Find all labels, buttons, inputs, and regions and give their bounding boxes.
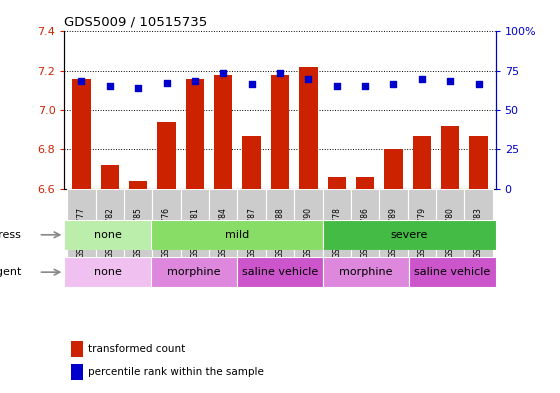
Bar [436, 189, 464, 277]
Text: GSM1217779: GSM1217779 [417, 208, 426, 258]
Bar [71, 341, 83, 357]
Bar [209, 189, 237, 277]
Bar [441, 126, 459, 189]
Point [105, 83, 114, 90]
Bar [469, 136, 488, 189]
Text: GSM1217782: GSM1217782 [105, 208, 114, 258]
Text: saline vehicle: saline vehicle [242, 267, 318, 277]
Text: GSM1217790: GSM1217790 [304, 208, 313, 258]
Point [474, 81, 483, 88]
Point [361, 83, 370, 90]
Text: GSM1217789: GSM1217789 [389, 208, 398, 258]
Text: stress: stress [0, 230, 21, 240]
Text: agent: agent [0, 267, 21, 277]
Point [304, 75, 313, 82]
Text: GSM1217787: GSM1217787 [247, 208, 256, 258]
Text: severe: severe [391, 230, 428, 240]
Bar [409, 257, 496, 287]
Bar [356, 177, 374, 189]
Bar [323, 220, 496, 250]
Bar [151, 220, 323, 250]
Bar [124, 189, 152, 277]
Text: morphine: morphine [167, 267, 221, 277]
Bar [64, 220, 151, 250]
Point [190, 77, 199, 84]
Text: none: none [94, 267, 122, 277]
Text: GSM1217786: GSM1217786 [361, 208, 370, 258]
Bar [214, 75, 232, 189]
Point [247, 81, 256, 88]
Text: GSM1217785: GSM1217785 [134, 208, 143, 258]
Bar [237, 257, 323, 287]
Bar [408, 189, 436, 277]
Bar [323, 257, 409, 287]
Text: GDS5009 / 10515735: GDS5009 / 10515735 [64, 16, 208, 29]
Text: GSM1217783: GSM1217783 [474, 208, 483, 258]
Text: GSM1217778: GSM1217778 [332, 208, 341, 258]
Bar [186, 79, 204, 189]
Bar [71, 364, 83, 380]
Bar [101, 165, 119, 189]
Bar [242, 136, 261, 189]
Bar [464, 189, 493, 277]
Point [219, 70, 228, 76]
Bar [157, 122, 176, 189]
Bar [64, 257, 151, 287]
Bar [237, 189, 266, 277]
Text: percentile rank within the sample: percentile rank within the sample [88, 367, 264, 377]
Text: GSM1217780: GSM1217780 [446, 208, 455, 258]
Point [332, 83, 341, 90]
Bar [96, 189, 124, 277]
Point [77, 77, 86, 84]
Bar [299, 67, 318, 189]
Text: transformed count: transformed count [88, 344, 185, 354]
Point [417, 75, 426, 82]
Bar [328, 177, 346, 189]
Bar [266, 189, 294, 277]
Bar [379, 189, 408, 277]
Text: GSM1217777: GSM1217777 [77, 208, 86, 258]
Text: GSM1217788: GSM1217788 [276, 208, 284, 258]
Text: none: none [94, 230, 122, 240]
Text: morphine: morphine [339, 267, 393, 277]
Bar [72, 79, 91, 189]
Text: GSM1217776: GSM1217776 [162, 208, 171, 258]
Point [276, 70, 284, 76]
Point [389, 81, 398, 88]
Bar [323, 189, 351, 277]
Bar [181, 189, 209, 277]
Bar [384, 149, 403, 189]
Bar [351, 189, 379, 277]
Bar [67, 189, 96, 277]
Bar [129, 181, 147, 189]
Bar [152, 189, 181, 277]
Point [446, 77, 455, 84]
Bar [294, 189, 323, 277]
Point [162, 79, 171, 86]
Bar [271, 75, 289, 189]
Point [134, 85, 143, 92]
Text: GSM1217784: GSM1217784 [219, 208, 228, 258]
Text: GSM1217781: GSM1217781 [190, 208, 199, 258]
Bar [151, 257, 237, 287]
Text: mild: mild [225, 230, 249, 240]
Text: saline vehicle: saline vehicle [414, 267, 491, 277]
Bar [413, 136, 431, 189]
